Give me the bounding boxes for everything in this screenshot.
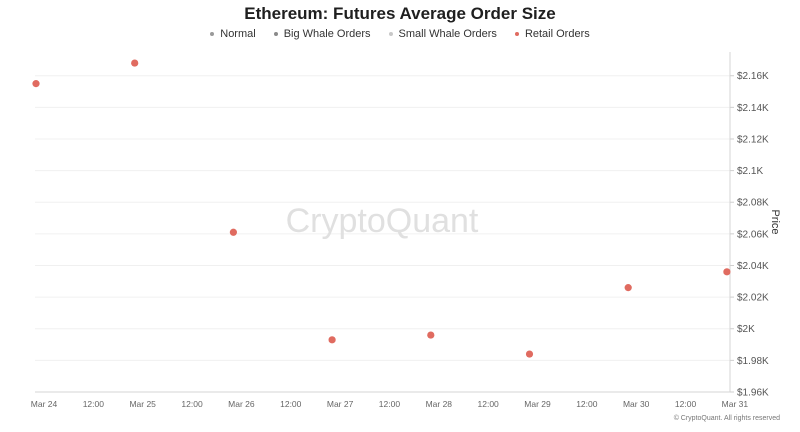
legend-label-big-whale: Big Whale Orders	[283, 28, 371, 40]
legend-dot-small-whale	[388, 32, 393, 36]
legend-item-retail[interactable]: Retail Orders	[514, 28, 590, 40]
data-point[interactable]	[624, 284, 632, 292]
legend-label-normal: Normal	[220, 28, 256, 40]
legend-dot-normal	[210, 32, 215, 36]
x-tick-label: Mar 25	[129, 399, 156, 409]
x-tick-label: 12:00	[181, 399, 203, 409]
x-tick-label: 12:00	[576, 399, 598, 409]
legend-item-normal[interactable]: Normal	[210, 28, 256, 40]
y-axis-title: Price	[769, 209, 781, 234]
x-tick-label: Mar 27	[327, 399, 354, 409]
x-axis-ticks: Mar 24 12:00 Mar 25 12:00 Mar 26 12:00 Mar 27 1…	[31, 399, 749, 409]
y-tick-label: $2.02K	[737, 293, 769, 304]
data-point[interactable]	[525, 350, 534, 358]
x-tick-label: Mar 26	[228, 399, 255, 409]
y-tick-label: $2.1K	[737, 166, 763, 177]
y-tick-label: $1.98K	[737, 356, 769, 367]
y-tick-label: $2K	[737, 324, 755, 335]
y-tick-label: $1.96K	[737, 388, 769, 399]
data-point[interactable]	[131, 59, 139, 67]
data-point[interactable]	[229, 228, 237, 236]
x-tick-label: 12:00	[379, 399, 401, 409]
y-axis-ticks: $1.96K $1.98K $2K $2.02K $2.04K $2.06K $2.08K $…	[730, 71, 769, 399]
chart-title: Ethereum: Futures Average Order Size	[244, 4, 556, 23]
x-tick-label: 12:00	[280, 399, 302, 409]
x-tick-label: Mar 28	[426, 399, 453, 409]
legend-item-big-whale[interactable]: Big Whale Orders	[273, 28, 371, 40]
y-tick-label: $2.16K	[737, 71, 769, 82]
data-point[interactable]	[328, 336, 336, 344]
y-tick-label: $2.08K	[737, 198, 769, 209]
data-point[interactable]	[32, 80, 40, 88]
x-tick-label: Mar 29	[524, 399, 551, 409]
legend-label-small-whale: Small Whale Orders	[398, 28, 497, 40]
data-point[interactable]	[723, 268, 731, 276]
legend: Normal Big Whale Orders Small Whale Orde…	[0, 28, 800, 40]
x-tick-label: 12:00	[83, 399, 105, 409]
y-tick-label: $2.06K	[737, 229, 769, 240]
data-points	[32, 59, 731, 358]
copyright-text: © CryptoQuant. All rights reserved	[673, 415, 780, 422]
legend-item-small-whale[interactable]: Small Whale Orders	[388, 28, 497, 40]
x-tick-label: 12:00	[478, 399, 500, 409]
legend-label-retail: Retail Orders	[524, 28, 590, 40]
data-point[interactable]	[427, 331, 435, 339]
legend-dot-big-whale	[273, 32, 278, 36]
y-tick-label: $2.12K	[737, 134, 769, 145]
x-tick-label: Mar 31	[722, 399, 749, 409]
y-tick-label: $2.14K	[737, 103, 769, 114]
y-tick-label: $2.04K	[737, 261, 769, 272]
x-tick-label: 12:00	[675, 399, 697, 409]
legend-dot-retail	[514, 32, 519, 36]
watermark: CryptoQuant	[286, 202, 479, 240]
x-tick-label: Mar 30	[623, 399, 650, 409]
x-tick-label: Mar 24	[31, 399, 58, 409]
